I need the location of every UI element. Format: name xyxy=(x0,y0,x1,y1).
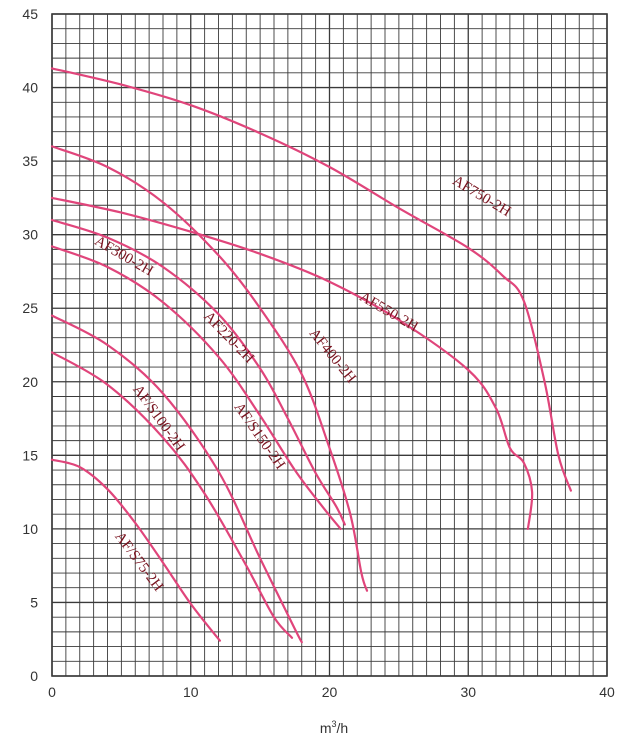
y-tick-label: 15 xyxy=(22,447,38,463)
series-line-af220-2h xyxy=(50,245,342,530)
series-line-af-s150-2h xyxy=(50,314,303,644)
series-line-af-s75-2h xyxy=(50,458,221,642)
x-tick-label: 0 xyxy=(48,684,56,700)
y-tick-label: 40 xyxy=(22,80,38,96)
y-tick-label: 5 xyxy=(30,594,38,610)
series-line-af400-2h xyxy=(50,145,369,592)
series-line-af-s100-2h xyxy=(50,351,294,639)
y-tick-label: 10 xyxy=(22,521,38,537)
y-tick-label: 25 xyxy=(22,300,38,316)
series-line-af750-2h xyxy=(50,67,572,492)
y-tick-label: 0 xyxy=(30,668,38,684)
series-line-af300-2h xyxy=(50,218,346,526)
plot-frame xyxy=(51,13,608,677)
x-tick-label: 10 xyxy=(183,684,199,700)
y-tick-label: 20 xyxy=(22,374,38,390)
tick-labels: 0 10 20 30 40 0 5 10 15 20 25 30 35 40 45 xyxy=(22,6,615,700)
series-line-af550-2h xyxy=(50,196,534,530)
y-tick-label: 45 xyxy=(22,6,38,22)
y-tick-label: 30 xyxy=(22,227,38,243)
x-tick-label: 40 xyxy=(599,684,615,700)
grid xyxy=(51,13,608,677)
x-tick-label: 20 xyxy=(322,684,338,700)
y-tick-label: 35 xyxy=(22,153,38,169)
x-tick-label: 30 xyxy=(460,684,476,700)
x-axis-label: m3/h xyxy=(320,719,348,736)
